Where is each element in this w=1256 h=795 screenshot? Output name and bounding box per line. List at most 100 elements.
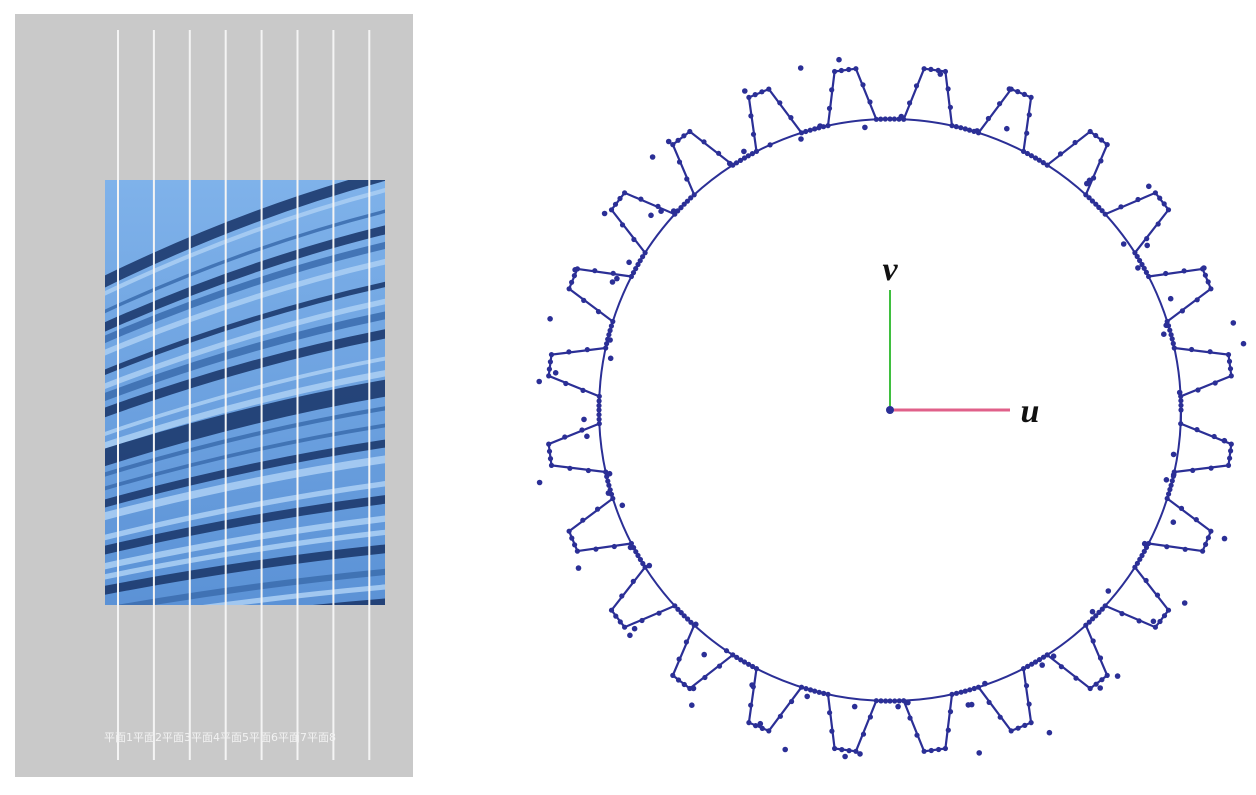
measured-point bbox=[1171, 345, 1177, 351]
measured-point bbox=[630, 270, 637, 276]
measured-point bbox=[878, 698, 884, 704]
measured-point bbox=[803, 128, 809, 135]
measured-point bbox=[604, 341, 610, 347]
measured-point bbox=[1190, 467, 1196, 473]
measured-point bbox=[928, 66, 934, 72]
measured-point bbox=[1171, 469, 1177, 475]
measured-point bbox=[1178, 421, 1184, 427]
plane-caption: 平面1平面2平面3平面4平面5平面6平面7平面8 bbox=[104, 731, 336, 744]
measured-point bbox=[966, 127, 973, 133]
measured-point bbox=[563, 380, 569, 387]
measured-point bbox=[1143, 269, 1149, 275]
measured-point bbox=[1161, 201, 1167, 207]
measured-point bbox=[606, 332, 612, 338]
measured-point bbox=[867, 714, 874, 720]
measured-point bbox=[681, 613, 687, 619]
scatter-point bbox=[976, 750, 982, 756]
measured-point bbox=[1146, 540, 1152, 547]
measured-point bbox=[610, 318, 616, 325]
measured-point bbox=[733, 160, 740, 166]
scatter-point bbox=[1097, 685, 1103, 691]
scatter-point bbox=[701, 651, 707, 658]
measured-point bbox=[746, 94, 752, 100]
measured-point bbox=[1044, 652, 1050, 658]
scatter-point bbox=[1004, 125, 1010, 132]
measured-point bbox=[1072, 139, 1078, 146]
measured-point bbox=[1165, 607, 1172, 613]
scatter-point bbox=[798, 136, 804, 142]
scatter-point bbox=[536, 378, 542, 385]
measured-point bbox=[1164, 544, 1170, 550]
measured-point bbox=[746, 661, 752, 667]
measured-point bbox=[1143, 577, 1149, 584]
scatter-point bbox=[1120, 241, 1127, 247]
measured-point bbox=[1093, 681, 1099, 687]
measured-point bbox=[949, 123, 955, 129]
measured-point bbox=[936, 746, 942, 753]
measured-point bbox=[949, 691, 955, 697]
measured-point bbox=[907, 100, 913, 106]
measured-point bbox=[1132, 250, 1138, 256]
measured-point bbox=[574, 548, 581, 554]
measured-point bbox=[1225, 352, 1232, 358]
measured-point bbox=[569, 279, 575, 285]
measured-point bbox=[622, 190, 628, 196]
measured-point bbox=[921, 748, 927, 754]
surface-stripe bbox=[105, 258, 385, 356]
measured-point bbox=[759, 725, 765, 732]
measured-point bbox=[681, 681, 687, 688]
measured-point bbox=[606, 482, 612, 488]
surface-stripe bbox=[105, 311, 385, 402]
measured-point bbox=[546, 373, 552, 379]
scatter-point bbox=[1170, 451, 1177, 458]
measured-point bbox=[867, 99, 873, 105]
measured-point bbox=[1036, 157, 1042, 163]
measured-point bbox=[1008, 728, 1014, 734]
measured-point bbox=[683, 639, 690, 645]
measured-point bbox=[1102, 211, 1108, 217]
surface-stripe bbox=[105, 209, 385, 314]
measured-point bbox=[642, 250, 648, 256]
measured-point bbox=[958, 125, 964, 131]
scatter-point bbox=[1221, 535, 1228, 542]
measured-point bbox=[738, 657, 744, 663]
measured-point bbox=[873, 698, 879, 704]
measured-point bbox=[1167, 486, 1173, 493]
scatter-point bbox=[1006, 86, 1013, 92]
measured-point bbox=[1227, 366, 1234, 372]
measured-point bbox=[562, 434, 568, 440]
measured-point bbox=[1026, 701, 1032, 707]
measured-point bbox=[1208, 286, 1214, 292]
measured-point bbox=[675, 677, 682, 683]
measured-point bbox=[581, 297, 587, 303]
measured-point bbox=[1157, 195, 1163, 201]
measured-point bbox=[1195, 387, 1201, 393]
scatter-point bbox=[862, 124, 868, 131]
measured-point bbox=[548, 352, 555, 358]
scatter-point bbox=[1135, 265, 1141, 271]
measured-point bbox=[1087, 128, 1093, 135]
measured-point bbox=[608, 323, 615, 329]
measured-point bbox=[986, 699, 992, 706]
measured-point bbox=[1137, 556, 1143, 562]
measured-point bbox=[748, 113, 754, 119]
measured-point bbox=[1021, 91, 1027, 97]
scatter-point bbox=[817, 123, 823, 129]
measured-point bbox=[1139, 552, 1145, 559]
measured-point bbox=[777, 100, 783, 106]
measured-point bbox=[878, 116, 884, 122]
measured-point bbox=[702, 674, 708, 681]
measured-point bbox=[1139, 261, 1145, 268]
measured-point bbox=[633, 549, 639, 555]
scatter-point bbox=[572, 267, 578, 273]
surface-stripe bbox=[105, 423, 385, 491]
scatter-point bbox=[1230, 320, 1237, 326]
measured-point bbox=[596, 403, 602, 409]
measured-point bbox=[595, 309, 602, 315]
measured-point bbox=[1057, 151, 1064, 157]
measured-point bbox=[945, 86, 951, 92]
measured-point bbox=[592, 268, 598, 274]
measured-point bbox=[1099, 208, 1105, 214]
measured-point bbox=[1024, 130, 1030, 136]
measured-point bbox=[821, 690, 827, 697]
